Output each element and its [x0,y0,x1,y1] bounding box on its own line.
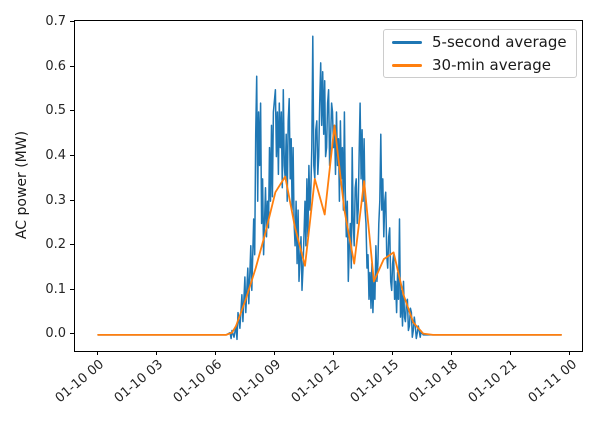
y-axis-label: AC power (MW) [14,130,30,240]
x-tick-label-text: 01-10 06 [170,357,225,407]
y-tick-label: 0.7 [45,14,66,30]
series-30-min-average-line [97,124,563,336]
legend-line-sample-5-second-icon [392,40,422,44]
x-tick-mark [214,351,216,355]
y-tick-label: 0.4 [45,148,66,164]
y-tick-mark [70,244,74,246]
y-tick-mark [70,155,74,157]
y-tick-mark [70,288,74,290]
legend-label-5-second-average: 5-second average [432,32,567,51]
plot-svg [97,35,563,341]
x-tick-label-text: 01-10 21 [466,357,521,407]
y-tick-label: 0.0 [45,326,66,342]
x-tick-label-text: 01-10 18 [406,357,462,407]
legend: 5-second average 30-min average [383,29,577,78]
legend-line-sample-30-min-icon [392,63,422,67]
x-tick-mark [96,351,98,355]
y-tick-label: 0.2 [45,237,66,253]
x-tick-mark [273,351,275,355]
x-tick-label-text: 01-10 00 [52,357,107,407]
y-tick-mark [70,110,74,112]
x-tick-mark [155,351,157,355]
y-tick-mark [70,65,74,67]
x-tick-mark [333,351,334,355]
x-tick-label-text: 01-11 00 [525,357,580,407]
x-tick-mark [451,351,453,355]
y-tick-label: 0.6 [45,58,66,74]
legend-label-30-min-average: 30-min average [432,55,551,74]
y-tick-label: 0.5 [45,103,66,119]
y-tick-mark [70,333,74,335]
y-tick-label: 0.1 [45,281,66,297]
y-tick-mark [70,21,74,23]
x-tick-label-text: 01-10 09 [229,357,285,407]
x-tick-mark [569,351,571,355]
y-tick-mark [70,199,74,201]
x-tick-mark [392,351,394,355]
x-tick-label-text: 01-10 03 [111,357,166,407]
legend-entry-30-min-average: 30-min average [392,55,576,74]
x-tick-label-text: 01-10 15 [347,357,403,407]
series-5-second-average-line [97,35,562,341]
x-tick-label-text: 01-10 12 [288,357,344,407]
x-tick-mark [510,351,512,355]
y-tick-label: 0.3 [45,192,66,208]
legend-entry-5-second-average: 5-second average [392,32,576,51]
